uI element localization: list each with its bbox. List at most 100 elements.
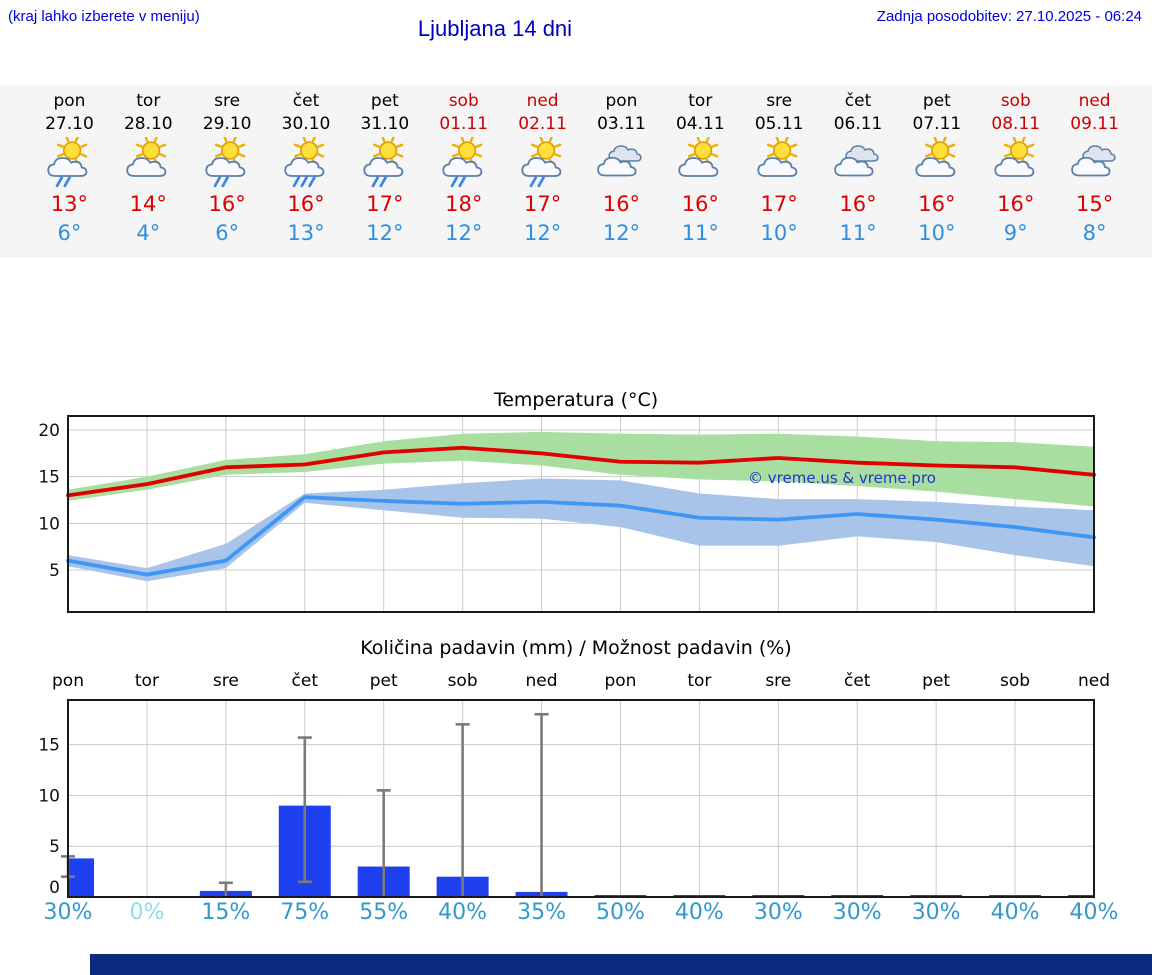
day-date: 01.11 — [439, 114, 489, 134]
day-date: 31.10 — [360, 114, 410, 134]
high-temperature: 15° — [1075, 192, 1114, 216]
day-name: tor — [136, 91, 161, 111]
forecast-day[interactable]: tor 04.11 16° 11° — [661, 85, 740, 258]
forecast-day[interactable]: sob 01.11 18° 12° — [424, 85, 503, 258]
day-date: 09.11 — [1070, 114, 1119, 134]
precipitation-chart-svg: 0 5 10 15 — [38, 699, 1095, 898]
low-temperature: 9° — [1003, 221, 1028, 245]
high-temperature: 16° — [997, 192, 1035, 216]
precip-probability: 30% — [43, 900, 93, 925]
precip-probability: 15% — [201, 900, 251, 925]
high-temperature: 16° — [839, 192, 877, 216]
sun-cloud-icon — [757, 137, 798, 177]
low-temperature: 6° — [215, 221, 240, 245]
precip-day-label: sre — [212, 671, 239, 691]
day-date: 03.11 — [597, 114, 646, 134]
day-name: sob — [1000, 91, 1031, 111]
day-name: ned — [1078, 91, 1111, 111]
svg-text:5: 5 — [49, 561, 60, 581]
low-temperature: 10° — [760, 221, 798, 245]
precip-probability: 40% — [1069, 900, 1119, 925]
day-name: sre — [766, 91, 793, 111]
precip-day-label: ned — [1077, 671, 1111, 691]
forecast-day[interactable]: ned 02.11 17° 12° — [503, 85, 582, 258]
precip-probability: 75% — [280, 900, 330, 925]
sun-cloud-rain-icon — [205, 137, 246, 188]
precip-day-label: pet — [369, 671, 398, 691]
high-temperature: 17° — [523, 192, 562, 216]
sun-cloud-icon — [994, 137, 1035, 177]
forecast-day[interactable]: pet 07.11 16° 10° — [897, 85, 976, 258]
precip-day-label: ned — [525, 671, 558, 691]
day-date: 04.11 — [675, 114, 725, 134]
day-name: pet — [370, 91, 399, 111]
day-date: 06.11 — [833, 114, 883, 134]
low-temperature: 8° — [1082, 221, 1107, 245]
precip-day-label: čet — [843, 671, 871, 691]
day-name: sre — [214, 91, 241, 111]
low-temperature: 13° — [287, 221, 325, 245]
day-date: 27.10 — [45, 114, 94, 134]
sun-cloud-icon — [126, 137, 167, 177]
day-date: 05.11 — [754, 114, 804, 134]
forecast-day[interactable]: pon 27.10 13° 6° — [30, 85, 109, 258]
day-name: ned — [526, 91, 559, 111]
temperature-chart-svg: 5 10 15 20 © vreme.us & vreme.pro — [38, 415, 1096, 613]
low-temperature: 12° — [366, 221, 404, 245]
sun-cloud-rain-icon — [47, 137, 88, 188]
precip-probability: 40% — [438, 900, 488, 925]
precip-probability: 55% — [359, 900, 409, 925]
low-temperature: 10° — [918, 221, 956, 245]
precip-day-label: tor — [687, 671, 712, 691]
svg-text:15: 15 — [38, 468, 60, 488]
forecast-day[interactable]: ned 09.11 15° 8° — [1055, 85, 1134, 258]
day-name: pon — [605, 91, 638, 111]
sun-cloud-heavy-rain-icon — [284, 137, 325, 188]
forecast-day[interactable]: sob 08.11 16° 9° — [976, 85, 1055, 258]
svg-text:10: 10 — [38, 786, 60, 806]
low-temperature: 6° — [57, 221, 82, 245]
low-temperature: 12° — [602, 221, 641, 245]
cloudy-icon — [597, 145, 643, 177]
high-temperature: 18° — [445, 192, 483, 216]
forecast-day[interactable]: sre 29.10 16° 6° — [188, 85, 267, 258]
sun-cloud-rain-icon — [363, 137, 404, 188]
high-temperature: 16° — [602, 192, 641, 216]
precipitation-chart-title: Količina padavin (mm) / Možnost padavin … — [360, 637, 792, 659]
forecast-day[interactable]: pon 03.11 16° 12° — [582, 85, 661, 258]
precip-probability: 30% — [753, 900, 803, 925]
svg-text:10: 10 — [38, 514, 60, 534]
footer-bar — [90, 954, 1152, 975]
low-temperature: 12° — [523, 221, 562, 245]
day-date: 02.11 — [518, 114, 567, 134]
svg-text:5: 5 — [49, 837, 60, 857]
precip-day-label: sob — [447, 671, 478, 691]
day-name: čet — [844, 91, 872, 111]
day-name: tor — [688, 91, 713, 111]
svg-text:15: 15 — [38, 736, 60, 756]
high-temperature: 16° — [918, 192, 956, 216]
precip-probability: 50% — [596, 900, 645, 925]
precip-probability: 30% — [832, 900, 882, 925]
precip-day-label: pet — [922, 671, 951, 691]
low-temperature: 4° — [136, 221, 161, 245]
last-update-label: Zadnja posodobitev: 27.10.2025 - 06:24 — [876, 8, 1142, 25]
precip-day-label: sob — [1000, 671, 1031, 691]
forecast-day[interactable]: sre 05.11 17° 10° — [740, 85, 819, 258]
day-date: 30.10 — [281, 114, 331, 134]
forecast-day[interactable]: čet 06.11 16° 11° — [819, 85, 898, 258]
day-name: pon — [53, 91, 86, 111]
high-temperature: 17° — [366, 192, 404, 216]
high-temperature: 16° — [287, 192, 325, 216]
svg-text:0: 0 — [49, 878, 60, 898]
forecast-day[interactable]: čet 30.10 16° 13° — [267, 85, 346, 258]
svg-text:20: 20 — [38, 421, 60, 441]
forecast-day[interactable]: pet 31.10 17° 12° — [345, 85, 424, 258]
high-temperature: 14° — [129, 192, 167, 216]
day-name: čet — [292, 91, 320, 111]
forecast-strip: pon 27.10 13° 6° tor 28.10 14° 4° sre 29.10 16° 6° č… — [0, 85, 1152, 258]
cloudy-icon — [1070, 145, 1116, 177]
forecast-day[interactable]: tor 28.10 14° 4° — [109, 85, 188, 258]
precip-probability: 0% — [129, 900, 165, 925]
day-date: 07.11 — [912, 114, 962, 134]
